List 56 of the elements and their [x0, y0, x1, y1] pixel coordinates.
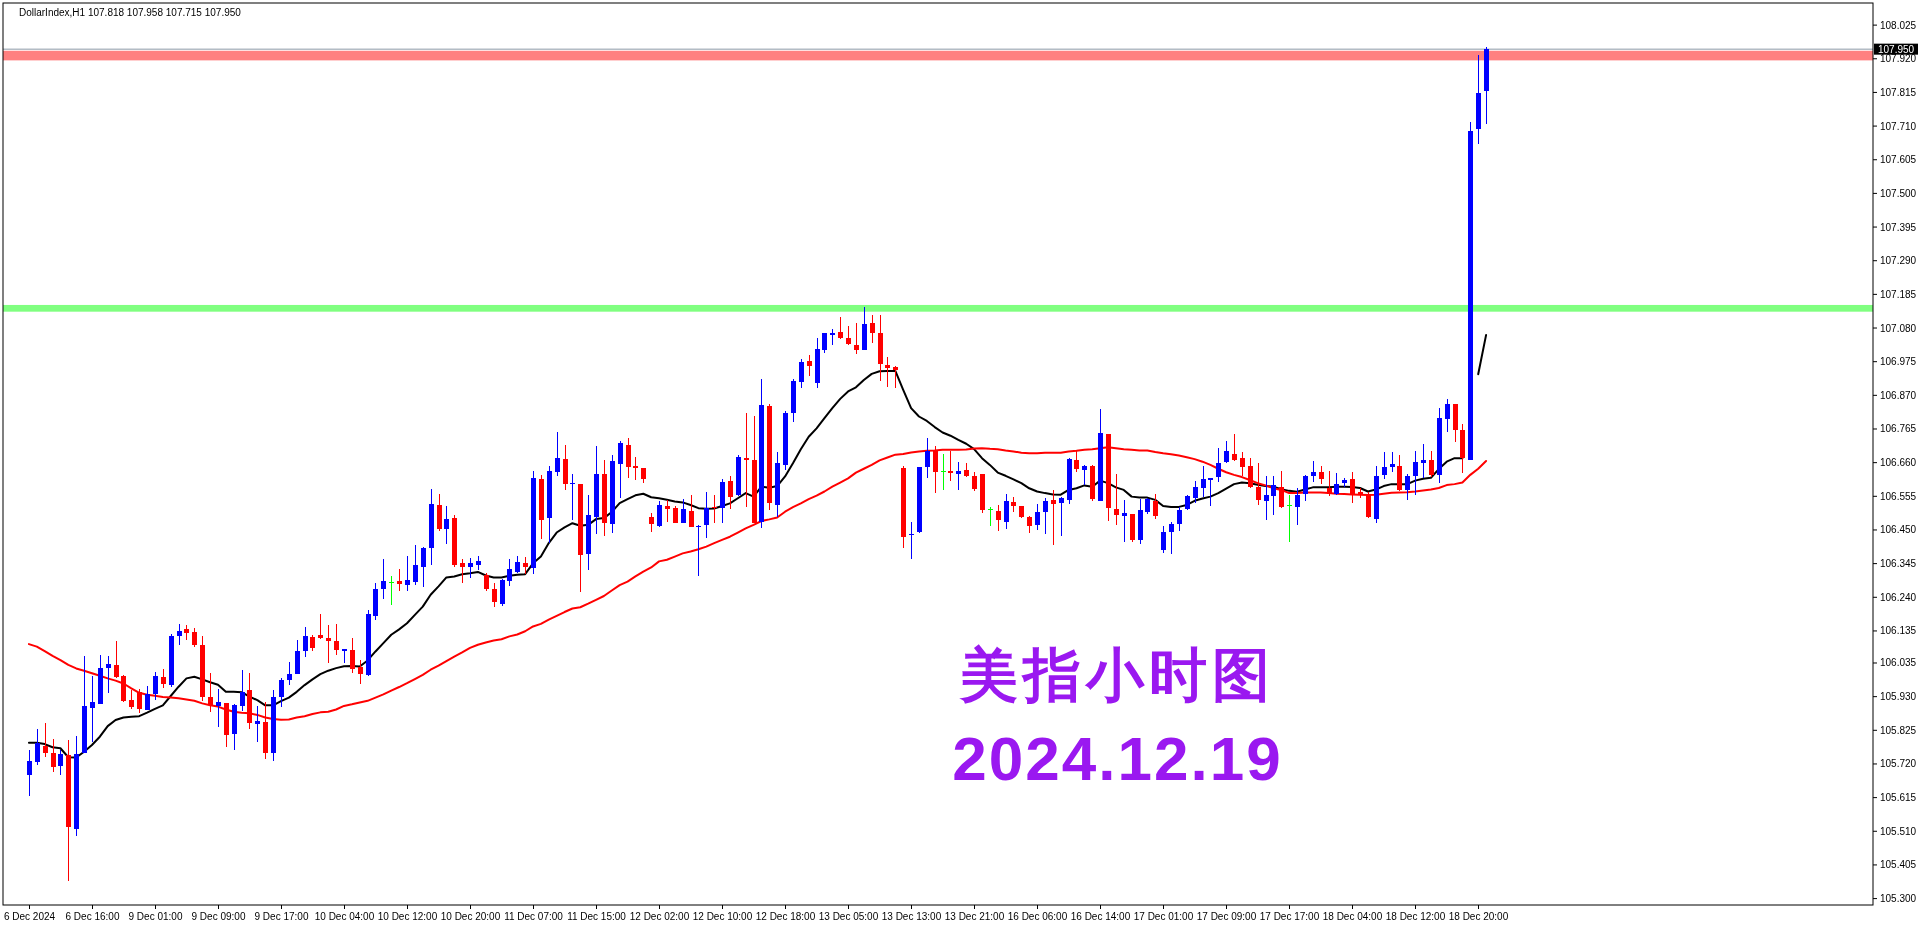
x-tick-label: 11 Dec 07:00 — [504, 910, 564, 922]
y-tick-label: 105.720 — [1880, 758, 1917, 770]
x-tick-label: 13 Dec 21:00 — [944, 910, 1005, 922]
y-tick-label: 107.605 — [1880, 154, 1917, 166]
y-tick-label: 107.710 — [1880, 120, 1917, 132]
x-tick-label: 6 Dec 16:00 — [65, 910, 120, 922]
y-tick-label: 106.345 — [1880, 558, 1917, 570]
y-tick-label: 107.185 — [1880, 288, 1917, 300]
y-tick-label: 106.555 — [1880, 490, 1917, 502]
y-tick-label: 107.815 — [1880, 86, 1917, 98]
y-tick-label: 106.870 — [1880, 389, 1917, 401]
y-tick-label: 106.765 — [1880, 423, 1917, 435]
x-tick-label: 17 Dec 09:00 — [1196, 910, 1257, 922]
x-tick-label: 18 Dec 04:00 — [1322, 910, 1383, 922]
y-tick-label: 107.920 — [1880, 53, 1917, 65]
x-tick-label: 10 Dec 04:00 — [314, 910, 375, 922]
x-tick-label: 9 Dec 09:00 — [191, 910, 246, 922]
y-tick-label: 106.450 — [1880, 524, 1917, 536]
y-tick-label: 106.035 — [1880, 657, 1917, 669]
y-tick-label: 105.615 — [1880, 792, 1917, 804]
x-tick-label: 16 Dec 14:00 — [1070, 910, 1131, 922]
x-tick-label: 6 Dec 2024 — [3, 910, 56, 922]
x-tick-label: 16 Dec 06:00 — [1007, 910, 1068, 922]
y-tick-label: 106.975 — [1880, 356, 1917, 368]
annotation: 2024.12.19 — [952, 724, 1283, 794]
x-tick-label: 17 Dec 17:00 — [1259, 910, 1320, 922]
chart-title: DollarIndex,H1 107.818 107.958 107.715 107.950 — [19, 6, 242, 18]
y-tick-label: 107.290 — [1880, 255, 1917, 267]
x-tick-label: 11 Dec 15:00 — [567, 910, 627, 922]
x-tick-label: 9 Dec 17:00 — [254, 910, 309, 922]
x-tick-label: 9 Dec 01:00 — [128, 910, 183, 922]
y-tick-label: 108.025 — [1880, 19, 1917, 31]
y-tick-label: 105.300 — [1880, 893, 1917, 905]
x-tick-label: 17 Dec 01:00 — [1133, 910, 1194, 922]
x-tick-label: 13 Dec 13:00 — [881, 910, 942, 922]
y-tick-label: 106.135 — [1880, 625, 1917, 637]
y-tick-label: 105.825 — [1880, 724, 1917, 736]
y-tick-label: 107.500 — [1880, 187, 1917, 199]
y-tick-label: 107.395 — [1880, 221, 1917, 233]
annotation: 美指小时图 — [959, 640, 1276, 709]
ref-line-label: 107.950 — [1878, 43, 1915, 55]
x-tick-label: 12 Dec 10:00 — [692, 910, 753, 922]
y-tick-label: 105.930 — [1880, 691, 1917, 703]
x-tick-label: 12 Dec 02:00 — [629, 910, 690, 922]
line-series — [27, 446, 1488, 721]
y-tick-label: 105.510 — [1880, 825, 1917, 837]
x-tick-label: 18 Dec 20:00 — [1448, 910, 1509, 922]
x-tick-label: 12 Dec 18:00 — [755, 910, 816, 922]
x-tick-label: 10 Dec 20:00 — [440, 910, 501, 922]
y-tick-label: 107.080 — [1880, 322, 1917, 334]
y-tick-label: 106.240 — [1880, 591, 1917, 603]
x-tick-label: 13 Dec 05:00 — [818, 910, 879, 922]
y-tick-label: 106.660 — [1880, 457, 1917, 469]
x-tick-label: 10 Dec 12:00 — [377, 910, 438, 922]
x-tick-label: 18 Dec 12:00 — [1385, 910, 1446, 922]
y-tick-label: 105.405 — [1880, 859, 1917, 871]
